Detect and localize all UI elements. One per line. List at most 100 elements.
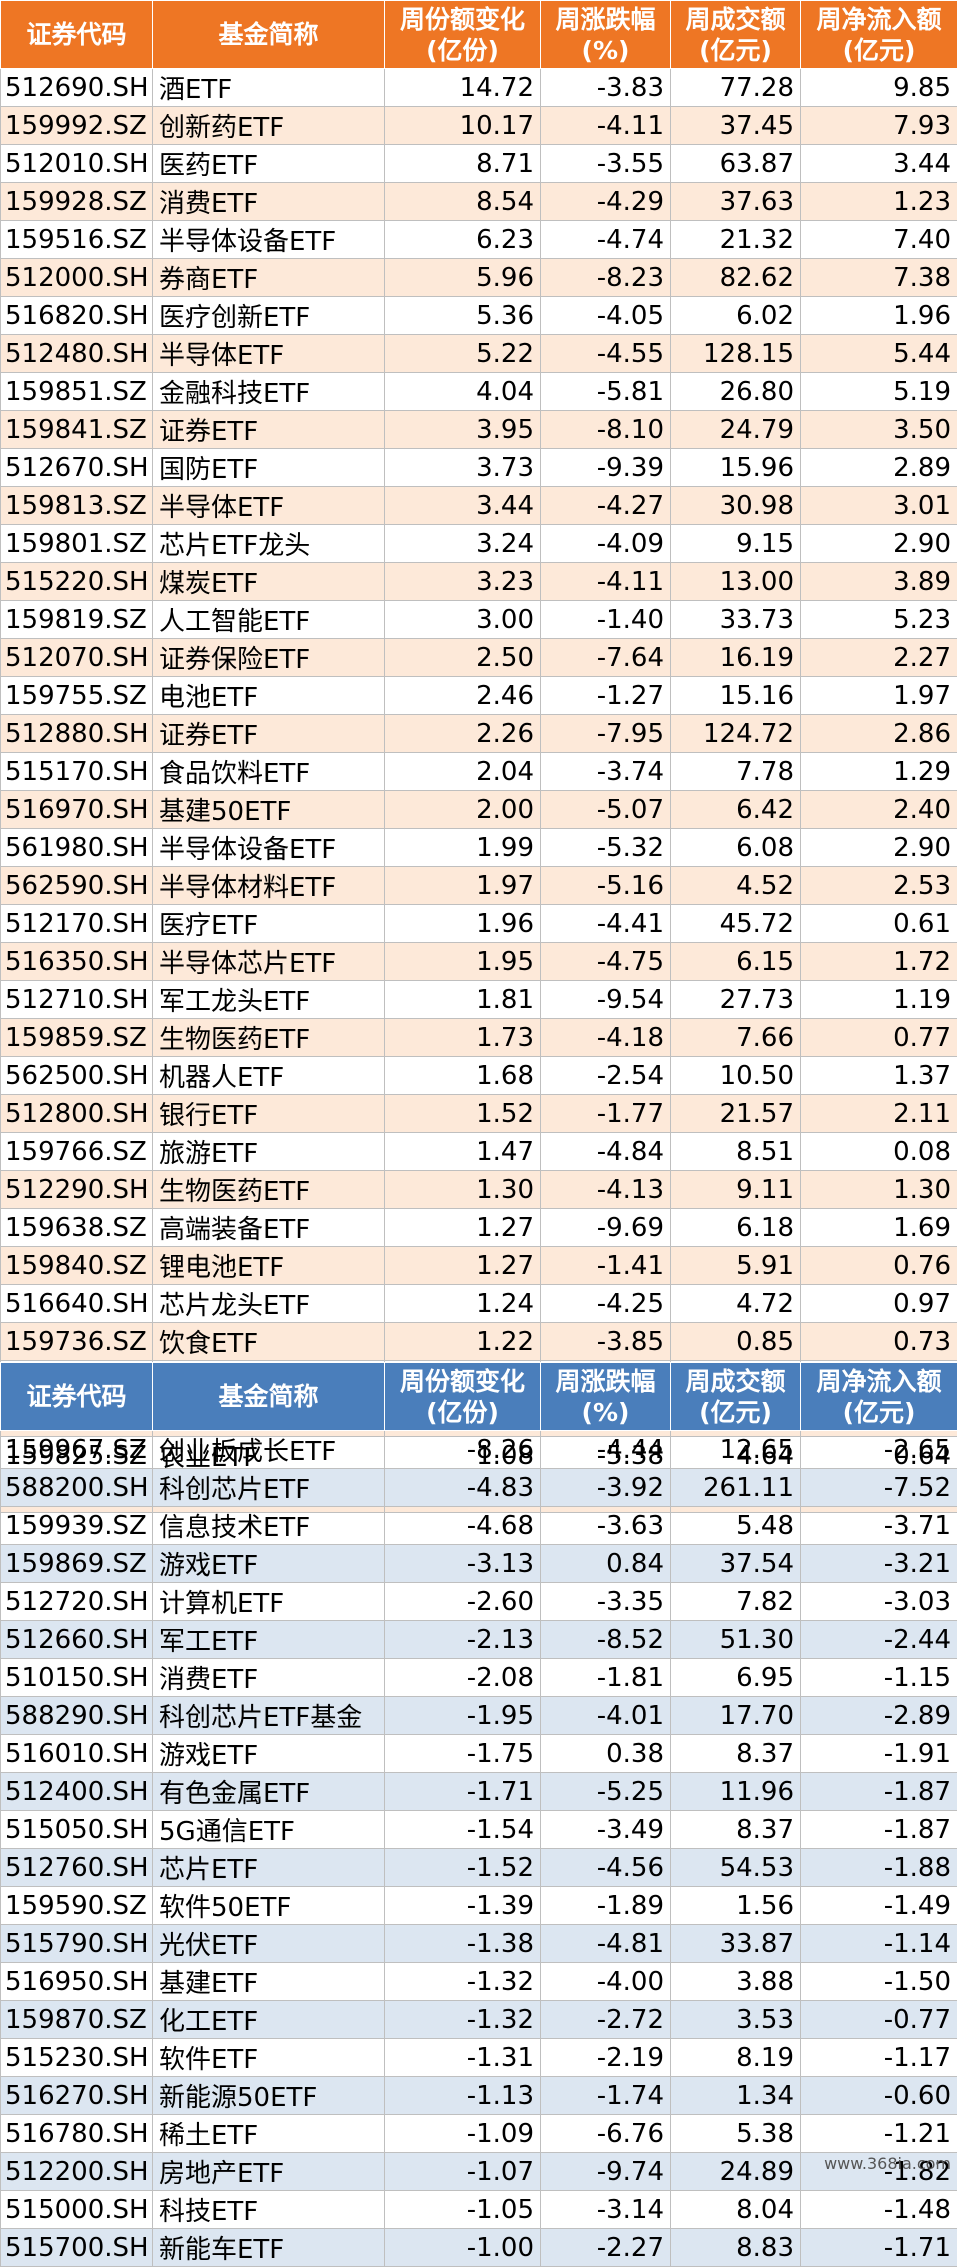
cell-code: 515790.SH <box>1 1925 153 1963</box>
cell-name: 食品饮料ETF <box>153 753 385 791</box>
cell-pct-change: -5.32 <box>541 829 671 867</box>
cell-turnover: 30.98 <box>671 487 801 525</box>
cell-code: 562500.SH <box>1 1057 153 1095</box>
cell-pct-change: -4.05 <box>541 297 671 335</box>
cell-share-change: 4.04 <box>385 373 541 411</box>
cell-turnover: 3.53 <box>671 2001 801 2039</box>
cell-pct-change: -4.81 <box>541 1925 671 1963</box>
cell-name: 芯片ETF <box>153 1849 385 1887</box>
cell-pct-change: -4.18 <box>541 1019 671 1057</box>
cell-net-inflow: 5.44 <box>801 335 957 373</box>
cell-turnover: 128.15 <box>671 335 801 373</box>
cell-share-change: -1.32 <box>385 1963 541 2001</box>
cell-turnover: 37.54 <box>671 1545 801 1583</box>
cell-code: 159939.SZ <box>1 1507 153 1545</box>
cell-share-change: -1.38 <box>385 1925 541 1963</box>
cell-name: 煤炭ETF <box>153 563 385 601</box>
cell-code: 516780.SH <box>1 2115 153 2153</box>
cell-share-change: -8.26 <box>385 1431 541 1469</box>
cell-net-inflow: 1.30 <box>801 1171 957 1209</box>
cell-net-inflow: -2.44 <box>801 1621 957 1659</box>
cell-pct-change: -8.23 <box>541 259 671 297</box>
cell-turnover: 261.11 <box>671 1469 801 1507</box>
cell-pct-change: -4.11 <box>541 107 671 145</box>
cell-share-change: 3.00 <box>385 601 541 639</box>
cell-turnover: 7.66 <box>671 1019 801 1057</box>
cell-code: 588290.SH <box>1 1697 153 1735</box>
cell-net-inflow: 7.38 <box>801 259 957 297</box>
cell-net-inflow: -2.65 <box>801 1431 957 1469</box>
cell-share-change: 1.27 <box>385 1247 541 1285</box>
cell-code: 159967.SZ <box>1 1431 153 1469</box>
cell-name: 医疗创新ETF <box>153 297 385 335</box>
cell-code: 512480.SH <box>1 335 153 373</box>
cell-net-inflow: 5.19 <box>801 373 957 411</box>
cell-name: 高端装备ETF <box>153 1209 385 1247</box>
cell-code: 516350.SH <box>1 943 153 981</box>
cell-turnover: 63.87 <box>671 145 801 183</box>
cell-name: 生物医药ETF <box>153 1171 385 1209</box>
cell-net-inflow: 1.96 <box>801 297 957 335</box>
cell-net-inflow: 0.97 <box>801 1285 957 1323</box>
cell-code: 512660.SH <box>1 1621 153 1659</box>
cell-name: 银行ETF <box>153 1095 385 1133</box>
header-share-change: 周份额变化(亿份) <box>385 1 541 69</box>
cell-net-inflow: -0.77 <box>801 2001 957 2039</box>
cell-turnover: 33.87 <box>671 1925 801 1963</box>
cell-turnover: 17.70 <box>671 1697 801 1735</box>
cell-pct-change: -3.74 <box>541 753 671 791</box>
cell-name: 科技ETF <box>153 2191 385 2229</box>
cell-name: 有色金属ETF <box>153 1773 385 1811</box>
cell-net-inflow: -3.21 <box>801 1545 957 1583</box>
cell-net-inflow: -2.89 <box>801 1697 957 1735</box>
cell-pct-change: -5.81 <box>541 373 671 411</box>
cell-share-change: 5.22 <box>385 335 541 373</box>
cell-net-inflow: 1.97 <box>801 677 957 715</box>
cell-turnover: 1.34 <box>671 2077 801 2115</box>
cell-turnover: 8.37 <box>671 1735 801 1773</box>
cell-name: 国防ETF <box>153 449 385 487</box>
cell-turnover: 26.80 <box>671 373 801 411</box>
cell-pct-change: 0.84 <box>541 1545 671 1583</box>
cell-share-change: 14.72 <box>385 69 541 107</box>
cell-pct-change: -4.27 <box>541 487 671 525</box>
cell-name: 锂电池ETF <box>153 1247 385 1285</box>
cell-name: 计算机ETF <box>153 1583 385 1621</box>
cell-code: 515000.SH <box>1 2191 153 2229</box>
cell-share-change: 2.00 <box>385 791 541 829</box>
cell-pct-change: -4.13 <box>541 1171 671 1209</box>
cell-pct-change: -3.49 <box>541 1811 671 1849</box>
cell-pct-change: -2.54 <box>541 1057 671 1095</box>
cell-name: 半导体芯片ETF <box>153 943 385 981</box>
cell-turnover: 21.57 <box>671 1095 801 1133</box>
cell-share-change: 1.73 <box>385 1019 541 1057</box>
cell-net-inflow: 5.23 <box>801 601 957 639</box>
cell-code: 159590.SZ <box>1 1887 153 1925</box>
cell-share-change: 1.22 <box>385 1323 541 1361</box>
cell-code: 159736.SZ <box>1 1323 153 1361</box>
cell-code: 512720.SH <box>1 1583 153 1621</box>
cell-turnover: 7.82 <box>671 1583 801 1621</box>
cell-pct-change: -1.77 <box>541 1095 671 1133</box>
cell-code: 159869.SZ <box>1 1545 153 1583</box>
header-code: 证券代码 <box>1 1363 153 1431</box>
cell-share-change: -1.32 <box>385 2001 541 2039</box>
cell-turnover: 7.78 <box>671 753 801 791</box>
cell-net-inflow: 0.73 <box>801 1323 957 1361</box>
cell-code: 512760.SH <box>1 1849 153 1887</box>
